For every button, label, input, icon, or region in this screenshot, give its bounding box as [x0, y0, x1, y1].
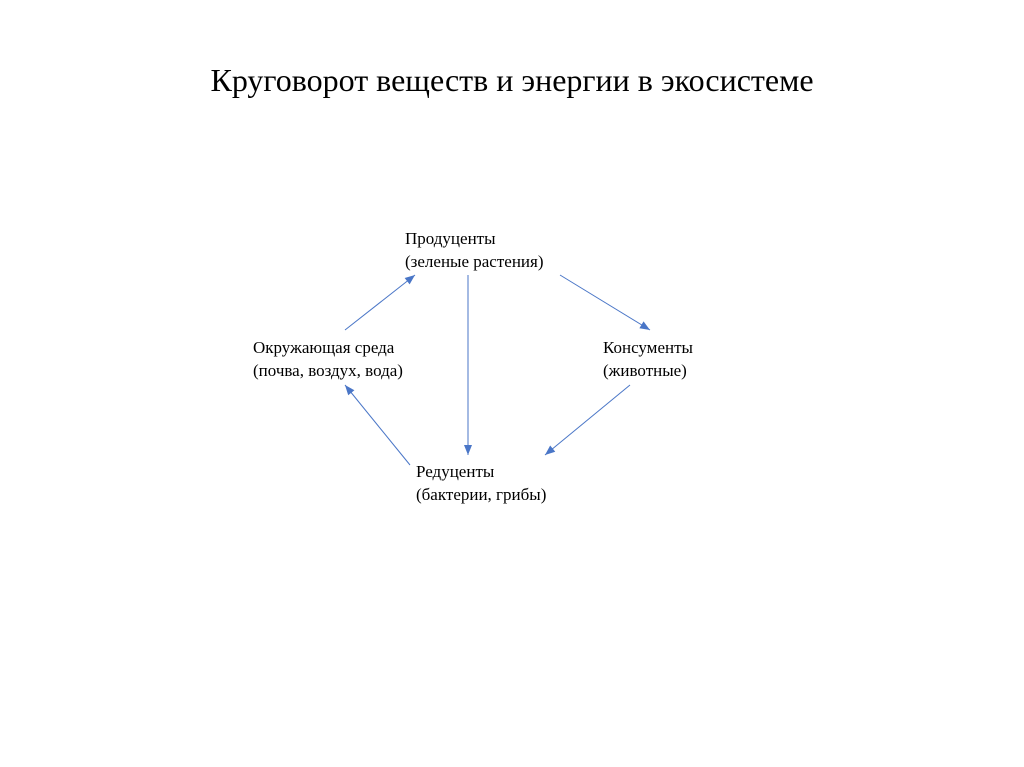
page-title: Круговорот веществ и энергии в экосистем…: [0, 62, 1024, 99]
node-reducers-line2: (бактерии, грибы): [416, 484, 546, 507]
node-producers-line1: Продуценты: [405, 228, 544, 251]
node-environment: Окружающая среда (почва, воздух, вода): [253, 337, 403, 383]
arrows-layer: [0, 0, 1024, 767]
node-consumers-line1: Консументы: [603, 337, 693, 360]
node-consumers: Консументы (животные): [603, 337, 693, 383]
edge-environment-to-producers: [345, 275, 415, 330]
edge-consumers-to-reducers: [545, 385, 630, 455]
node-producers-line2: (зеленые растения): [405, 251, 544, 274]
node-producers: Продуценты (зеленые растения): [405, 228, 544, 274]
edge-producers-to-consumers: [560, 275, 650, 330]
node-environment-line1: Окружающая среда: [253, 337, 403, 360]
edge-reducers-to-environment: [345, 385, 410, 465]
slide-page: Круговорот веществ и энергии в экосистем…: [0, 0, 1024, 767]
node-reducers-line1: Редуценты: [416, 461, 546, 484]
node-reducers: Редуценты (бактерии, грибы): [416, 461, 546, 507]
node-consumers-line2: (животные): [603, 360, 693, 383]
node-environment-line2: (почва, воздух, вода): [253, 360, 403, 383]
